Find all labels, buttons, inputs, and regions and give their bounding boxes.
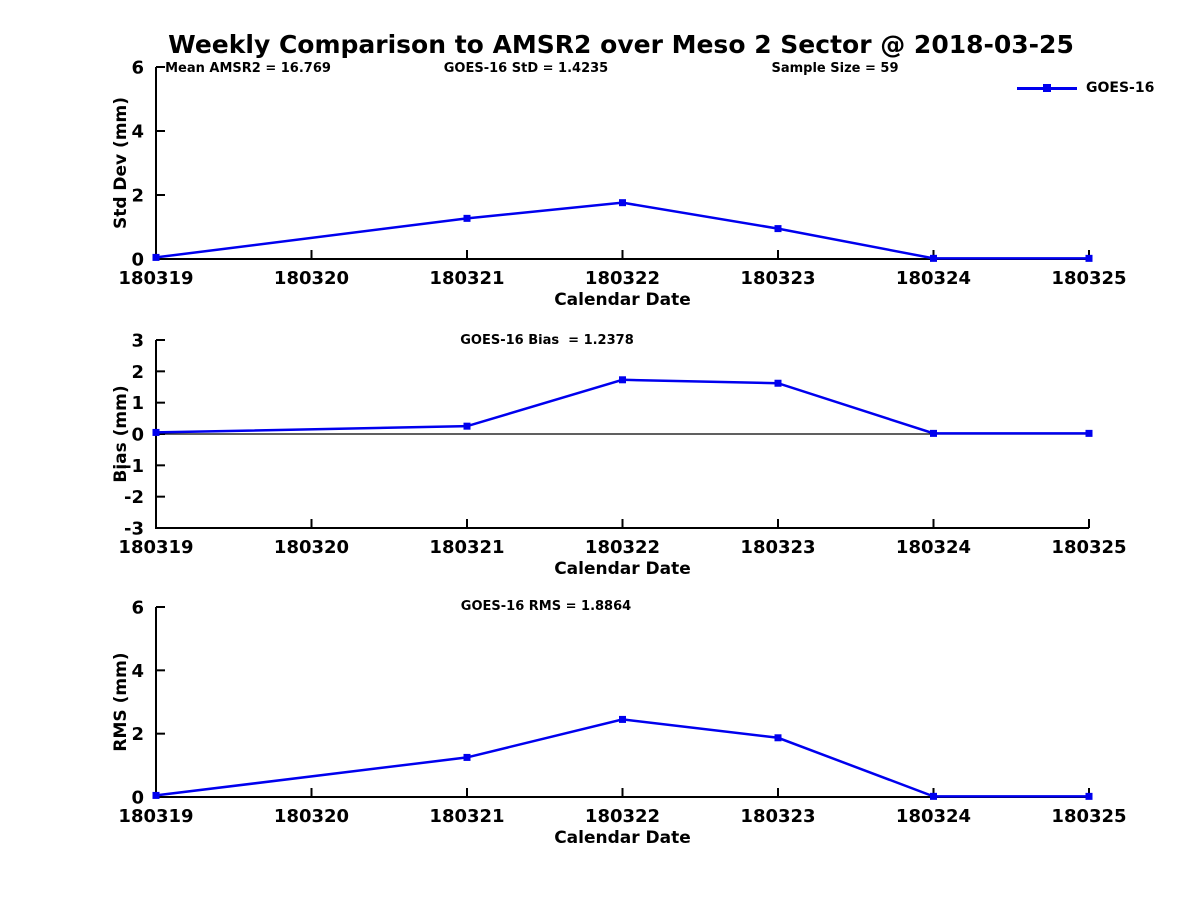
x-tick-label: 180324 [896,268,971,289]
x-tick-label: 180321 [429,268,504,289]
x-tick-label: 180321 [429,537,504,558]
x-tick-label: 180319 [118,806,193,827]
y-tick-label: 0 [131,250,144,271]
x-tick-label: 180319 [118,537,193,558]
y-tick-label: 2 [131,724,144,745]
y-axis-label: RMS (mm) [111,652,131,751]
y-tick-label: 1 [131,393,144,414]
x-axis-label: Calendar Date [554,290,691,310]
data-point [1085,254,1093,262]
y-axis-label: Bias (mm) [111,385,131,482]
data-point [930,792,937,800]
data-point [774,379,782,387]
x-tick-label: 180325 [1051,806,1126,827]
y-tick-label: 0 [131,788,144,809]
chart-title: Weekly Comparison to AMSR2 over Meso 2 S… [168,30,1074,59]
stat-annotation: GOES-16 Bias = 1.2378 [460,333,634,348]
x-tick-label: 180324 [896,806,971,827]
x-tick-label: 180321 [429,806,504,827]
x-tick-label: 180320 [274,268,349,289]
legend: GOES-16 [1017,80,1154,96]
y-tick-label: 2 [131,362,144,383]
data-point [463,422,471,430]
legend-label: GOES-16 [1086,80,1155,96]
y-tick-label: 4 [131,122,144,143]
stat-annotation: GOES-16 RMS = 1.8864 [461,599,631,614]
data-point [1085,429,1093,437]
data-point [774,734,782,742]
data-line [155,201,1089,260]
y-tick-label: 2 [131,186,144,207]
data-point [463,214,471,222]
x-axis-label: Calendar Date [554,828,691,848]
subplot-std-dev: 0 2 4 6 180319 180320 180321 180322 180323 180324… [111,58,1127,311]
y-tick-label: -3 [124,519,144,540]
x-tick-label: 180323 [740,806,815,827]
data-point [619,376,626,384]
data-line [155,718,1089,798]
stat-annotation: Sample Size = 59 [771,61,898,76]
data-point [1085,792,1093,800]
subplot-rms: 0 2 4 6 180319 180320 180321 180322 180323 180324… [111,598,1127,849]
y-tick-label: -2 [124,487,144,508]
data-point [152,428,160,436]
legend-line-sample [1017,84,1077,92]
x-tick-label: 180323 [740,268,815,289]
data-point [930,429,937,437]
data-point [619,199,626,207]
x-tick-label: 180325 [1051,268,1126,289]
y-tick-label: 0 [131,425,144,446]
stat-annotation: GOES-16 StD = 1.4235 [444,61,608,76]
x-tick-label: 180319 [118,268,193,289]
y-tick-label: 3 [131,331,144,352]
data-point [619,715,626,723]
data-point [930,254,937,262]
y-tick-label: 6 [131,58,144,79]
x-tick-label: 180320 [274,806,349,827]
x-tick-label: 180325 [1051,537,1126,558]
data-point [774,225,782,233]
x-axis-label: Calendar Date [554,559,691,579]
data-line [155,378,1089,435]
y-tick-label: -1 [124,456,144,477]
x-tick-label: 180322 [585,806,660,827]
x-tick-label: 180320 [274,537,349,558]
legend-square-marker-icon [1043,84,1051,92]
subplot-bias: -3 -2 -1 0 1 2 3 180319 180320 180321 180322 180323… [111,331,1127,580]
data-point [463,753,471,761]
data-point [152,253,160,261]
x-tick-label: 180323 [740,537,815,558]
stat-annotation: Mean AMSR2 = 16.769 [165,61,331,76]
data-point [152,791,160,799]
x-tick-label: 180322 [585,537,660,558]
x-tick-label: 180322 [585,268,660,289]
x-tick-label: 180324 [896,537,971,558]
y-axis-label: Std Dev (mm) [111,97,131,229]
y-tick-label: 4 [131,661,144,682]
y-tick-label: 6 [131,598,144,619]
